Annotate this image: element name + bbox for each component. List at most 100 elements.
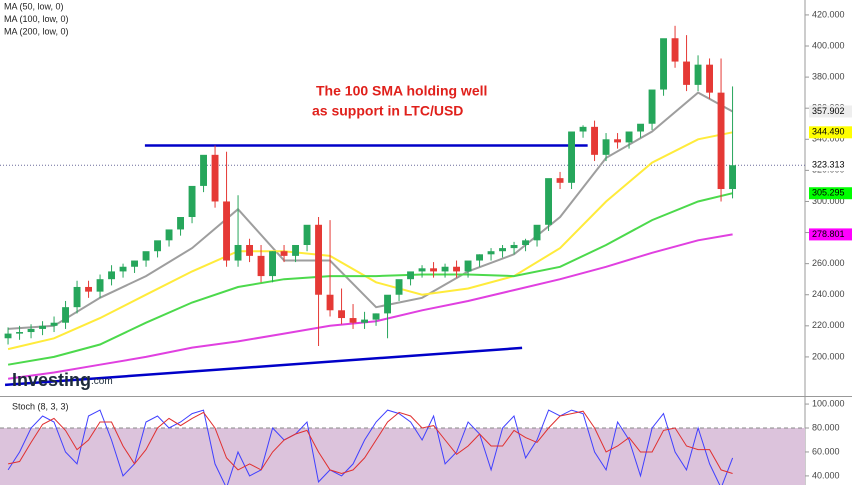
candle-body <box>648 89 656 124</box>
indicator-label: MA (100, low, 0) <box>4 14 69 24</box>
indicator-label: MA (50, low, 0) <box>4 1 64 11</box>
candle-body <box>614 139 621 143</box>
y-tick-label: 400.000 <box>812 40 845 50</box>
candle-body <box>579 126 587 132</box>
candle-body <box>108 271 115 280</box>
candle-body <box>660 38 667 90</box>
y-tick-label: 260.000 <box>812 258 845 268</box>
price-marker-label: 278.801 <box>812 229 845 239</box>
candle-body <box>384 294 391 314</box>
candle-body <box>476 254 483 261</box>
candle-body <box>200 154 207 186</box>
candle-body <box>533 224 541 241</box>
price-marker <box>809 105 852 118</box>
candle-body <box>464 260 472 272</box>
candle-body <box>234 244 242 261</box>
logo: Investing.com <box>12 370 113 390</box>
y-tick-label: 220.000 <box>812 320 845 330</box>
stoch-y-tick-label: 40.000 <box>812 470 840 480</box>
candle-body <box>683 61 690 85</box>
stoch-y-tick-label: 80.000 <box>812 422 840 432</box>
candle-body <box>292 244 299 256</box>
candle-body <box>223 201 230 261</box>
candle-body <box>131 260 138 267</box>
price-marker-label: 305.295 <box>812 188 845 198</box>
moving-average <box>8 91 734 330</box>
price-marker <box>809 126 852 139</box>
moving-average <box>7 192 733 366</box>
stoch-y-tick-label: 60.000 <box>812 446 840 456</box>
price-marker <box>809 187 852 200</box>
candle-body <box>85 286 92 292</box>
candle-body <box>556 178 564 183</box>
candle-body <box>119 266 127 272</box>
price-marker <box>809 228 852 241</box>
candle-body <box>165 229 173 241</box>
candle-body <box>177 217 184 230</box>
candle-body <box>154 240 161 252</box>
logo-suffix: .com <box>91 376 113 387</box>
candle-body <box>303 224 311 245</box>
candle-body <box>625 131 633 143</box>
y-tick-label: 200.000 <box>812 351 845 361</box>
candle-body <box>27 328 35 333</box>
candle-body <box>96 279 104 292</box>
candle-body <box>453 266 460 272</box>
logo-main: Investing <box>12 370 91 390</box>
candle-body <box>717 92 725 190</box>
candle-body <box>188 185 196 218</box>
candle-body <box>487 251 495 255</box>
y-tick-label: 300.000 <box>812 196 845 206</box>
candle-body <box>361 319 368 323</box>
candle-body <box>211 154 219 202</box>
candle-body <box>441 266 449 272</box>
candle-body <box>280 251 288 256</box>
candle-body <box>338 310 345 319</box>
candle-body <box>349 318 357 323</box>
candle-body <box>372 313 380 320</box>
candle-body <box>499 248 506 252</box>
annotation: as support in LTC/USD <box>312 103 463 119</box>
candle-body <box>315 224 322 295</box>
moving-average <box>7 131 733 351</box>
candle-body <box>568 131 575 183</box>
annotation: The 100 SMA holding well <box>316 83 487 99</box>
candle-body <box>418 268 426 272</box>
candle-body <box>591 126 598 155</box>
candle-body <box>706 64 713 93</box>
stoch-y-tick-label: 100.000 <box>812 398 845 408</box>
candle-body <box>602 139 610 155</box>
candle-body <box>326 294 334 311</box>
candle-body <box>246 244 253 256</box>
trendline <box>4 346 523 387</box>
candle-body <box>522 240 529 245</box>
candle-body <box>637 123 644 132</box>
candle-body <box>39 325 46 329</box>
candle-body <box>395 279 403 295</box>
candle-body <box>4 333 12 339</box>
price-marker-label: 323.313 <box>812 160 845 170</box>
candle-body <box>671 38 679 62</box>
y-tick-label: 340.000 <box>812 134 845 144</box>
candle-body <box>729 165 736 190</box>
candle-body <box>62 307 69 323</box>
y-tick-label: 420.000 <box>812 9 845 19</box>
candle-body <box>142 251 150 261</box>
candle-body <box>257 255 265 277</box>
candle-body <box>545 178 552 225</box>
candle-body <box>407 271 414 280</box>
y-tick-label: 380.000 <box>812 71 845 81</box>
price-marker-label: 357.902 <box>812 106 845 116</box>
candle-body <box>50 322 58 326</box>
candle-body <box>694 64 702 85</box>
stoch-band <box>0 428 805 485</box>
candle-body <box>269 251 276 277</box>
stoch-line <box>7 410 733 475</box>
candle-body <box>73 286 81 308</box>
y-tick-label: 240.000 <box>812 289 845 299</box>
indicator-label: MA (200, low, 0) <box>4 26 69 36</box>
price-marker <box>809 159 852 172</box>
stoch-title: Stoch (8, 3, 3) <box>12 401 69 411</box>
